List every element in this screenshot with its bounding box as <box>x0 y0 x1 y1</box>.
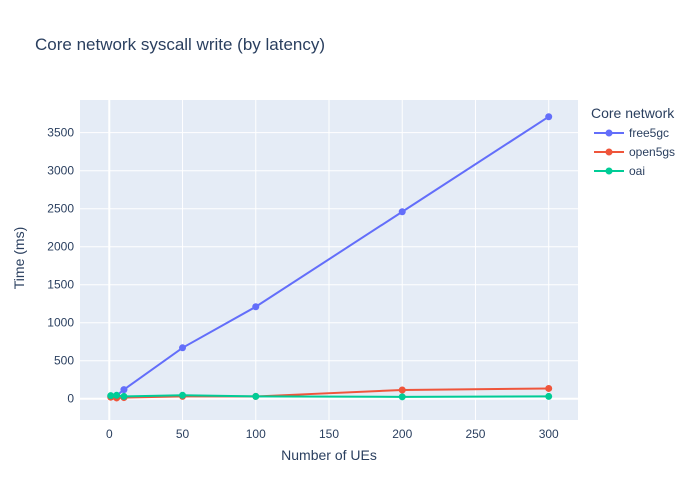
legend-label: open5gs <box>629 145 675 159</box>
x-tick-label: 0 <box>106 427 113 441</box>
legend-title: Core network <box>591 105 675 121</box>
data-point-oai <box>545 392 553 400</box>
y-tick-label: 1000 <box>47 316 74 330</box>
y-tick-label: 3500 <box>47 126 74 140</box>
y-tick-label: 1500 <box>47 278 74 292</box>
data-point-oai <box>107 392 115 400</box>
data-point-free5gc <box>545 113 553 121</box>
y-tick-label: 3000 <box>47 164 74 178</box>
data-point-oai <box>179 391 187 399</box>
y-tick-label: 0 <box>67 392 74 406</box>
data-point-free5gc <box>398 208 406 216</box>
data-point-oai <box>398 393 406 401</box>
legend: Core network free5gc open5gs oai <box>591 105 675 178</box>
data-point-oai <box>252 392 260 400</box>
series-group <box>107 113 553 402</box>
legend-item-open5gs[interactable]: open5gs <box>594 145 675 159</box>
data-point-open5gs <box>545 384 553 392</box>
data-point-free5gc <box>120 386 128 394</box>
legend-item-free5gc[interactable]: free5gc <box>594 126 669 140</box>
data-point-oai <box>120 392 128 400</box>
series-oai <box>107 391 553 401</box>
legend-swatch-marker <box>605 148 613 156</box>
y-tick-label: 2000 <box>47 240 74 254</box>
legend-label: free5gc <box>629 126 669 140</box>
legend-swatch-marker <box>605 167 613 175</box>
x-tick-label: 100 <box>246 427 266 441</box>
data-point-oai <box>113 391 121 399</box>
data-point-free5gc <box>179 344 187 352</box>
data-point-open5gs <box>398 386 406 394</box>
legend-item-oai[interactable]: oai <box>594 164 645 178</box>
legend-label: oai <box>629 164 645 178</box>
x-tick-label: 200 <box>392 427 412 441</box>
y-tick-label: 500 <box>54 354 74 368</box>
y-axis-ticks: 0 500 1000 1500 2000 2500 3000 3500 <box>47 126 74 406</box>
x-tick-label: 250 <box>465 427 485 441</box>
y-tick-label: 2500 <box>47 202 74 216</box>
x-axis-title: Number of UEs <box>281 447 377 463</box>
legend-swatch-marker <box>605 129 613 137</box>
x-tick-label: 300 <box>539 427 559 441</box>
chart-title: Core network syscall write (by latency) <box>35 35 325 54</box>
data-point-free5gc <box>252 303 260 311</box>
y-axis-title: Time (ms) <box>11 227 27 289</box>
x-tick-label: 50 <box>176 427 190 441</box>
x-tick-label: 150 <box>319 427 339 441</box>
x-axis-ticks: 0 50 100 150 200 250 300 <box>106 427 559 441</box>
